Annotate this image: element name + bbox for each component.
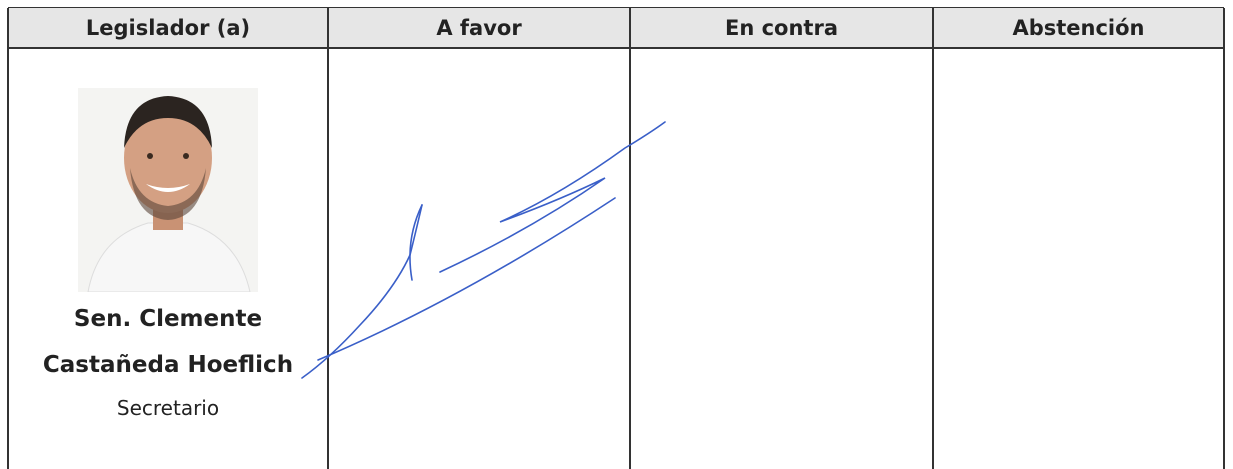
portrait xyxy=(78,88,258,292)
column-border xyxy=(7,8,9,469)
legislator-name: Castañeda Hoeflich xyxy=(42,352,294,378)
column-border xyxy=(932,8,934,469)
legislator-name: Sen. Clemente xyxy=(73,306,263,332)
header-cell: A favor xyxy=(328,8,630,49)
header-cell: Abstención xyxy=(933,8,1224,49)
column-border xyxy=(629,8,631,469)
legislator-role: Secretario xyxy=(116,396,220,420)
header-cell: Legislador (a) xyxy=(8,8,328,49)
header-cell: En contra xyxy=(630,8,933,49)
column-border xyxy=(1223,8,1225,469)
column-border xyxy=(327,8,329,469)
